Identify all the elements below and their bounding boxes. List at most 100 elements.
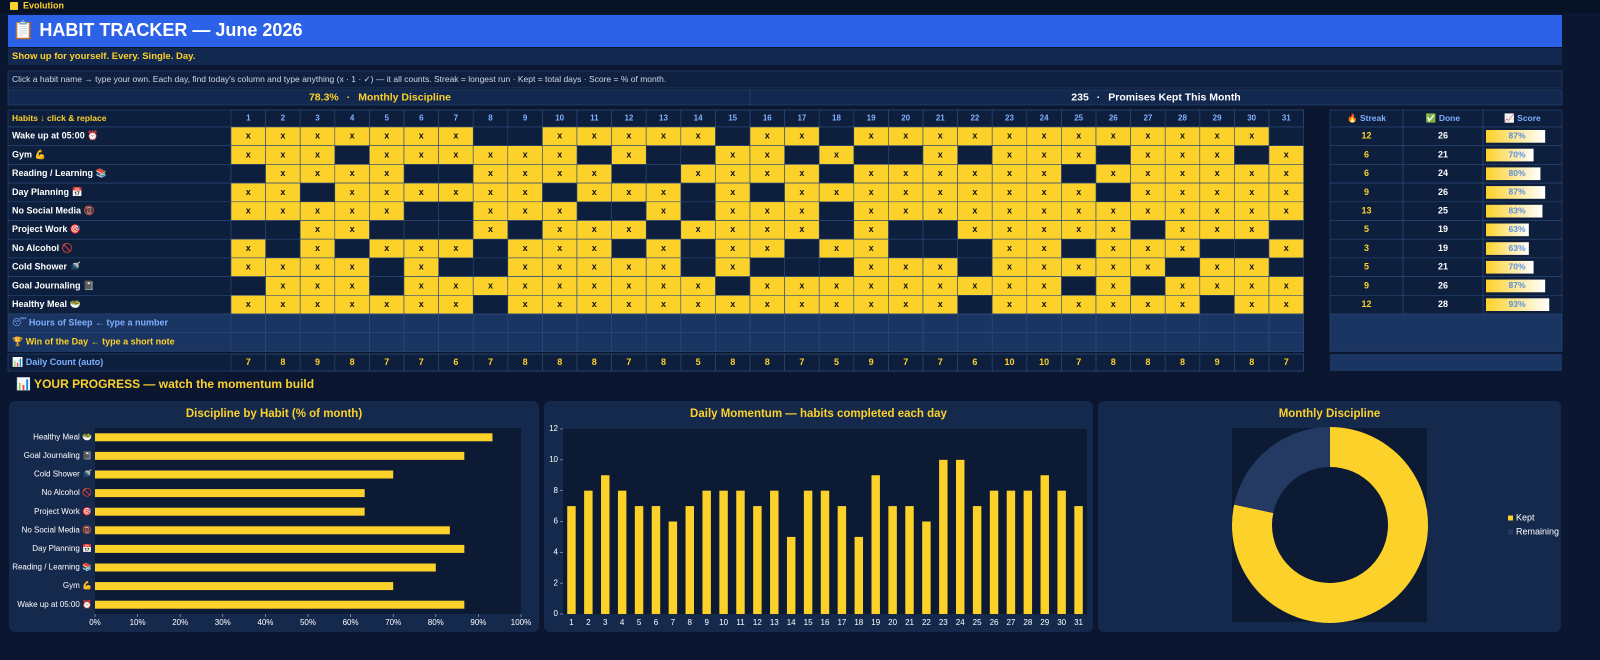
done-mark: x: [1007, 262, 1012, 272]
done-mark: x: [869, 206, 874, 216]
empty-cell: [611, 164, 647, 184]
done-mark: x: [1180, 149, 1185, 159]
habit-name[interactable]: No Social Media 📵: [12, 205, 95, 216]
done-mark: x: [1042, 168, 1047, 178]
day-header: 15: [728, 114, 737, 123]
x-tick-label: 21: [905, 618, 914, 627]
done-mark: x: [696, 131, 701, 141]
done-mark: x: [523, 187, 528, 197]
habit-name[interactable]: Goal Journaling 📓: [12, 280, 94, 290]
done-mark: x: [869, 243, 874, 253]
streak: 9: [1364, 280, 1369, 290]
done-mark: x: [626, 187, 631, 197]
chart-title: Monthly Discipline: [1279, 408, 1381, 420]
day-header: 6: [419, 114, 424, 123]
x-tick-label: 5: [637, 618, 642, 627]
empty-cell: [1268, 257, 1304, 277]
empty-cell: [749, 257, 785, 277]
daily-count: 8: [730, 357, 735, 367]
x-tick-label: 19: [871, 618, 880, 627]
done-mark: x: [384, 299, 389, 309]
habit-name[interactable]: Reading / Learning 📚: [12, 168, 107, 178]
done-mark: x: [1076, 149, 1081, 159]
habit-name[interactable]: Wake up at 05:00 ⏰: [12, 130, 98, 141]
done-mark: x: [592, 131, 597, 141]
tab-label[interactable]: Evolution: [23, 0, 64, 10]
day-header: 27: [1143, 114, 1152, 123]
bar: [601, 475, 610, 614]
done-mark: x: [592, 168, 597, 178]
score-label: 93%: [1508, 299, 1525, 309]
day-header: 8: [488, 114, 493, 123]
done-mark: x: [1145, 187, 1150, 197]
bar: [617, 490, 627, 614]
streak: 13: [1361, 206, 1371, 216]
empty-cell: [888, 220, 924, 240]
daily-count: 9: [869, 357, 874, 367]
done-mark: x: [523, 299, 528, 309]
done-mark: x: [903, 262, 908, 272]
done-mark: x: [834, 243, 839, 253]
day-header: 22: [970, 114, 979, 123]
done-mark: x: [1042, 224, 1047, 234]
x-tick-label: 4: [620, 618, 625, 627]
empty-cell: [957, 145, 993, 165]
done-mark: x: [1111, 206, 1116, 216]
done-count: 25: [1438, 206, 1448, 216]
summary-part: Monthly Discipline: [358, 91, 451, 103]
score-label: 87%: [1508, 280, 1525, 290]
empty-cell: [818, 201, 855, 221]
bar: [685, 506, 694, 614]
done-mark: x: [1215, 149, 1220, 159]
bar: [95, 507, 365, 516]
chart-title: Discipline by Habit (% of month): [186, 408, 363, 420]
done-mark: x: [696, 224, 701, 234]
habit-name[interactable]: Gym 💪: [12, 148, 46, 159]
title-bar: [8, 15, 1562, 47]
done-mark: x: [557, 131, 562, 141]
daily-count: 8: [1145, 357, 1150, 367]
x-tick-label: 26: [990, 618, 999, 627]
done-mark: x: [626, 149, 631, 159]
habit-name[interactable]: Project Work 🎯: [12, 224, 81, 234]
done-mark: x: [1249, 131, 1254, 141]
done-mark: x: [488, 168, 493, 178]
x-tick-label: 18: [854, 618, 863, 627]
x-tick-label: 1: [569, 618, 574, 627]
bar: [719, 490, 728, 614]
done-mark: x: [1042, 299, 1047, 309]
habit-name[interactable]: Healthy Meal 🥗: [12, 299, 81, 309]
day-header: 13: [659, 114, 668, 123]
empty-cell: [957, 257, 993, 277]
habit-name[interactable]: No Alcohol 🚫: [12, 242, 73, 253]
done-mark: x: [523, 262, 528, 272]
y-tick-label: Project Work 🎯: [34, 507, 92, 516]
habit-name[interactable]: Day Planning 📅: [12, 186, 83, 197]
empty-cell: [472, 294, 509, 315]
done-mark: x: [315, 149, 320, 159]
habit-name[interactable]: Cold Shower 🚿: [12, 261, 81, 272]
stats-header: ✅ Done: [1426, 113, 1460, 123]
done-mark: x: [696, 168, 701, 178]
done-mark: x: [1145, 149, 1150, 159]
habits-header: Habits ↓ click & replace: [12, 113, 107, 123]
done-mark: x: [1284, 168, 1289, 178]
done-mark: x: [1145, 206, 1150, 216]
day-header: 19: [867, 114, 876, 123]
done-mark: x: [592, 262, 597, 272]
x-tick-label: 16: [821, 618, 830, 627]
x-tick-label: 12: [753, 618, 762, 627]
score-label: 63%: [1508, 224, 1525, 234]
x-tick-label: 8: [688, 618, 693, 627]
empty-cell: [784, 145, 820, 165]
empty-cell: [1234, 145, 1270, 165]
done-mark: x: [1042, 280, 1047, 290]
bar: [95, 433, 493, 442]
done-mark: x: [419, 262, 424, 272]
done-mark: x: [1111, 131, 1116, 141]
empty-cell: [680, 182, 716, 203]
score-bar: [1486, 298, 1550, 311]
done-mark: x: [1042, 206, 1047, 216]
day-header: 21: [936, 114, 945, 123]
done-mark: x: [834, 299, 839, 309]
